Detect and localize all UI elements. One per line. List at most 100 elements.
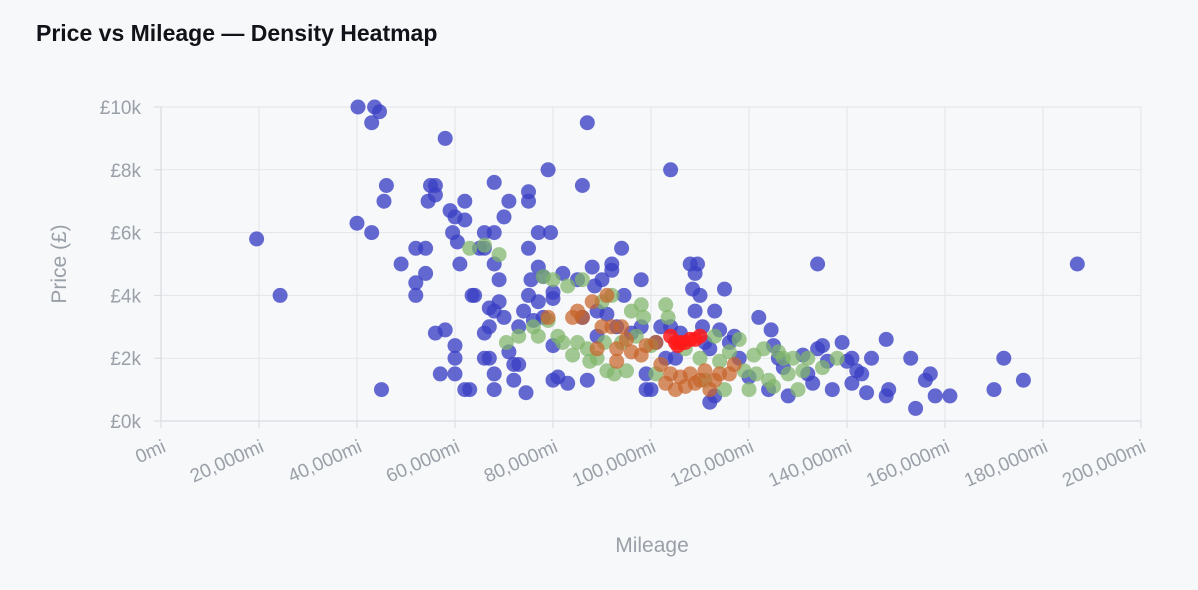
- data-point: [511, 328, 527, 344]
- data-point: [731, 331, 747, 347]
- x-tick-label: 200,000mi: [1059, 436, 1149, 491]
- data-point: [511, 357, 527, 372]
- data-point: [878, 388, 894, 404]
- data-point: [447, 338, 463, 354]
- data-point: [272, 287, 288, 303]
- data-point: [437, 322, 453, 338]
- x-tick-label: 100,000mi: [569, 436, 659, 491]
- data-point: [418, 240, 434, 256]
- x-tick-label: 0mi: [133, 436, 170, 468]
- data-point: [521, 193, 536, 209]
- data-point: [619, 363, 634, 379]
- y-tick-label: £10k: [100, 98, 142, 119]
- data-point: [496, 209, 512, 225]
- data-point: [726, 357, 742, 372]
- data-point: [663, 162, 679, 178]
- data-point: [614, 240, 630, 256]
- data-point: [751, 309, 767, 325]
- data-point: [648, 335, 664, 350]
- data-point: [530, 328, 546, 344]
- data-point: [658, 297, 674, 313]
- data-point: [692, 350, 708, 366]
- data-point: [560, 375, 576, 391]
- data-point: [427, 187, 443, 203]
- x-tick-label: 180,000mi: [961, 436, 1051, 491]
- data-point: [249, 231, 265, 247]
- data-point: [481, 319, 497, 335]
- data-point: [462, 240, 478, 256]
- data-point: [462, 382, 478, 398]
- x-tick-label: 80,000mi: [481, 436, 561, 487]
- data-point: [660, 309, 676, 325]
- data-point: [393, 256, 409, 272]
- data-point: [619, 331, 634, 347]
- data-point: [594, 272, 610, 288]
- data-point: [449, 234, 465, 250]
- x-axis-label: Mileage: [615, 534, 689, 557]
- data-point: [741, 382, 757, 398]
- data-point: [540, 162, 556, 178]
- data-point: [604, 262, 620, 278]
- data-point: [447, 366, 463, 382]
- data-point: [996, 350, 1012, 366]
- data-point: [717, 382, 732, 398]
- data-point: [766, 379, 781, 394]
- data-point: [785, 350, 801, 366]
- data-point: [922, 366, 938, 382]
- data-point: [606, 366, 622, 382]
- data-point: [810, 256, 826, 272]
- data-point: [481, 350, 497, 366]
- data-point: [780, 366, 796, 382]
- data-point: [408, 287, 424, 303]
- data-point: [763, 322, 779, 338]
- data-point: [486, 366, 502, 382]
- data-point: [378, 178, 394, 193]
- data-point: [599, 306, 615, 322]
- data-point: [496, 309, 512, 325]
- data-point: [834, 335, 850, 350]
- data-point: [579, 372, 595, 388]
- data-point: [690, 256, 705, 272]
- data-point: [748, 366, 764, 382]
- data-point: [574, 178, 590, 193]
- data-point: [516, 303, 532, 319]
- data-point: [457, 193, 473, 209]
- data-point: [545, 291, 561, 306]
- data-point: [467, 287, 483, 303]
- grid-lines: [160, 106, 1142, 422]
- data-point: [545, 272, 561, 288]
- data-point: [844, 375, 860, 391]
- data-point: [790, 382, 806, 398]
- data-point: [555, 335, 571, 350]
- chart-title: Price vs Mileage — Density Heatmap: [36, 20, 438, 46]
- data-point: [707, 328, 723, 344]
- y-tick-label: £0k: [110, 412, 141, 433]
- data-point: [864, 350, 879, 366]
- data-point: [486, 225, 502, 241]
- data-point: [518, 385, 534, 401]
- data-point: [687, 303, 703, 319]
- data-point: [1015, 372, 1031, 388]
- data-point: [447, 350, 463, 366]
- data-point: [584, 294, 600, 310]
- data-point: [697, 363, 713, 379]
- data-point: [408, 275, 424, 291]
- data-point: [374, 382, 389, 398]
- data-point: [491, 247, 507, 263]
- data-point: [376, 193, 392, 209]
- data-point: [501, 193, 517, 209]
- x-tick-label: 120,000mi: [667, 436, 757, 491]
- data-point: [878, 331, 894, 347]
- data-point: [486, 174, 502, 190]
- data-point: [418, 265, 434, 281]
- data-point: [633, 272, 649, 288]
- data-point: [599, 287, 615, 303]
- data-point: [702, 341, 718, 357]
- x-tick-label: 160,000mi: [863, 436, 953, 491]
- data-point: [1069, 256, 1085, 272]
- data-point: [364, 115, 380, 131]
- data-point: [712, 353, 728, 369]
- data-point: [506, 372, 522, 388]
- data-point: [530, 294, 546, 310]
